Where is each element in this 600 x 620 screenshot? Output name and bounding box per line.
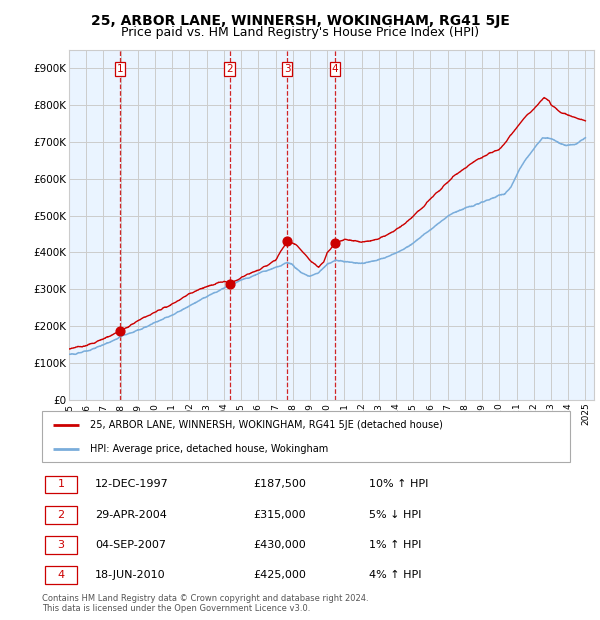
Text: 3: 3 bbox=[58, 540, 65, 550]
Text: £315,000: £315,000 bbox=[253, 510, 306, 520]
FancyBboxPatch shape bbox=[44, 536, 77, 554]
Text: HPI: Average price, detached house, Wokingham: HPI: Average price, detached house, Woki… bbox=[89, 444, 328, 454]
Text: 10% ↑ HPI: 10% ↑ HPI bbox=[370, 479, 429, 489]
Text: 29-APR-2004: 29-APR-2004 bbox=[95, 510, 167, 520]
Text: 4% ↑ HPI: 4% ↑ HPI bbox=[370, 570, 422, 580]
Text: 3: 3 bbox=[284, 64, 290, 74]
Text: 18-JUN-2010: 18-JUN-2010 bbox=[95, 570, 166, 580]
Point bbox=[282, 236, 292, 246]
FancyBboxPatch shape bbox=[44, 506, 77, 524]
Text: Price paid vs. HM Land Registry's House Price Index (HPI): Price paid vs. HM Land Registry's House … bbox=[121, 26, 479, 39]
Text: £430,000: £430,000 bbox=[253, 540, 306, 550]
Text: 1: 1 bbox=[116, 64, 123, 74]
Text: 1: 1 bbox=[58, 479, 65, 489]
Text: 4: 4 bbox=[58, 570, 65, 580]
Text: 2: 2 bbox=[58, 510, 65, 520]
Text: £187,500: £187,500 bbox=[253, 479, 306, 489]
Point bbox=[225, 279, 235, 289]
Text: 5% ↓ HPI: 5% ↓ HPI bbox=[370, 510, 422, 520]
Point bbox=[331, 238, 340, 248]
Text: 4: 4 bbox=[332, 64, 338, 74]
Text: 12-DEC-1997: 12-DEC-1997 bbox=[95, 479, 169, 489]
Text: £425,000: £425,000 bbox=[253, 570, 306, 580]
Text: 2: 2 bbox=[226, 64, 233, 74]
Text: 25, ARBOR LANE, WINNERSH, WOKINGHAM, RG41 5JE (detached house): 25, ARBOR LANE, WINNERSH, WOKINGHAM, RG4… bbox=[89, 420, 442, 430]
Bar bbox=[69, 50, 594, 400]
Text: 1% ↑ HPI: 1% ↑ HPI bbox=[370, 540, 422, 550]
Text: 25, ARBOR LANE, WINNERSH, WOKINGHAM, RG41 5JE: 25, ARBOR LANE, WINNERSH, WOKINGHAM, RG4… bbox=[91, 14, 509, 28]
Point bbox=[115, 326, 125, 335]
FancyBboxPatch shape bbox=[44, 566, 77, 584]
Text: Contains HM Land Registry data © Crown copyright and database right 2024.
This d: Contains HM Land Registry data © Crown c… bbox=[42, 594, 368, 613]
Text: 04-SEP-2007: 04-SEP-2007 bbox=[95, 540, 166, 550]
FancyBboxPatch shape bbox=[44, 476, 77, 494]
